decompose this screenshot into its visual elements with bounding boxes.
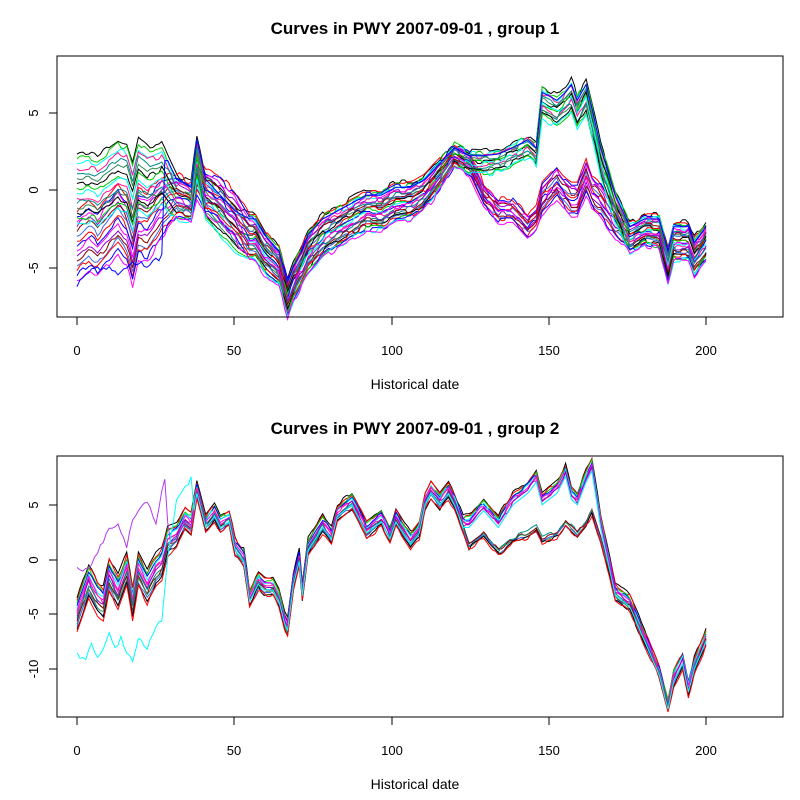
series-line-13 bbox=[76, 154, 707, 299]
chart-title: Curves in PWY 2007-09-01 , group 1 bbox=[271, 19, 560, 38]
series-line-14 bbox=[76, 469, 707, 710]
x-tick-label: 50 bbox=[227, 343, 241, 358]
x-tick-label: 0 bbox=[73, 743, 80, 758]
series-line-18 bbox=[76, 97, 707, 305]
series-line-20 bbox=[76, 102, 707, 304]
series-line-17 bbox=[76, 155, 707, 304]
x-tick-label: 200 bbox=[695, 743, 717, 758]
series-line-15 bbox=[76, 156, 707, 301]
series-line-29 bbox=[76, 165, 707, 322]
chart-title: Curves in PWY 2007-09-01 , group 2 bbox=[271, 419, 560, 438]
x-tick-label: 200 bbox=[695, 343, 717, 358]
chart-panel-1: Curves in PWY 2007-09-01 , group 1 0 50 … bbox=[26, 19, 784, 392]
y-tick-label: 5 bbox=[26, 501, 41, 508]
y-tick-label: -10 bbox=[26, 660, 41, 679]
y-tick-label: 0 bbox=[26, 556, 41, 563]
series-group bbox=[76, 75, 707, 322]
x-tick-label: 50 bbox=[227, 743, 241, 758]
x-axis-label: Historical date bbox=[371, 376, 460, 392]
x-axis-label: Historical date bbox=[371, 776, 460, 792]
x-tick-label: 100 bbox=[381, 343, 403, 358]
series-line-3 bbox=[76, 145, 707, 281]
x-tick-label: 0 bbox=[73, 343, 80, 358]
series-group bbox=[76, 456, 707, 713]
y-tick-label: 0 bbox=[26, 186, 41, 193]
x-tick-label: 150 bbox=[538, 743, 560, 758]
series-line-19 bbox=[76, 155, 707, 303]
series-line-12 bbox=[76, 90, 707, 293]
series-line-15 bbox=[76, 469, 707, 710]
y-tick-label: -5 bbox=[26, 262, 41, 274]
x-tick-label: 100 bbox=[381, 743, 403, 758]
chart-panel-2: Curves in PWY 2007-09-01 , group 2 0 50 … bbox=[26, 419, 784, 792]
series-line-1 bbox=[76, 145, 707, 281]
y-tick-label: 5 bbox=[26, 109, 41, 116]
x-tick-label: 150 bbox=[538, 343, 560, 358]
series-line-0 bbox=[76, 75, 707, 281]
series-line-7 bbox=[76, 147, 707, 289]
series-line-28 bbox=[76, 111, 707, 318]
series-line-30 bbox=[76, 83, 707, 287]
y-tick-label: -5 bbox=[26, 608, 41, 620]
series-line-13 bbox=[76, 498, 707, 713]
